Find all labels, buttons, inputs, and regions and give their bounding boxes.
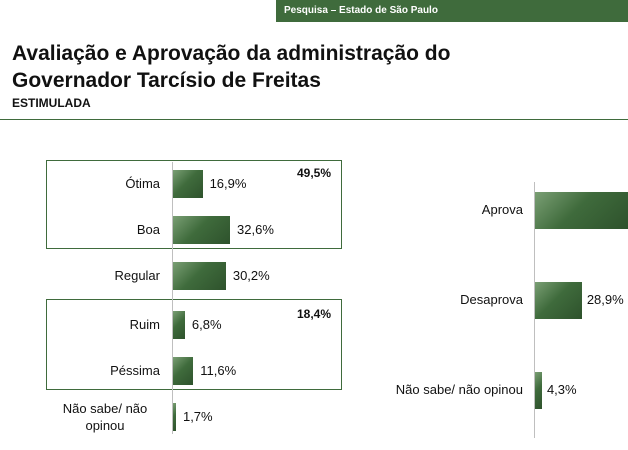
data-label: 4,3% bbox=[546, 382, 577, 397]
category-label: Não sabe/ não opinou bbox=[395, 382, 523, 397]
category-label: Regular bbox=[114, 268, 160, 283]
positive-group-total: 49,5% bbox=[297, 166, 332, 180]
category-label: Péssima bbox=[110, 363, 160, 378]
data-bar bbox=[173, 311, 185, 339]
category-label: Boa bbox=[136, 222, 160, 237]
data-bar bbox=[173, 170, 203, 198]
data-label: 30,2% bbox=[232, 268, 270, 283]
survey-banner: Pesquisa – Estado de São Paulo bbox=[276, 0, 628, 22]
data-label: 32,6% bbox=[237, 222, 274, 237]
data-label: 1,7% bbox=[182, 409, 213, 424]
negative-group-total: 18,4% bbox=[297, 307, 332, 321]
data-bar bbox=[173, 403, 176, 431]
data-label: 11,6% bbox=[200, 363, 237, 378]
page-subtitle: ESTIMULADA bbox=[12, 96, 91, 110]
positive-group-box bbox=[46, 160, 342, 249]
left-chart-axis bbox=[172, 162, 173, 434]
category-label: Aprova bbox=[481, 202, 523, 217]
negative-group-box bbox=[46, 299, 342, 390]
data-label: 28,9% bbox=[586, 292, 624, 307]
right-chart-axis bbox=[534, 182, 535, 438]
data-bar bbox=[173, 216, 231, 244]
data-bar bbox=[535, 371, 542, 409]
data-bar bbox=[535, 281, 582, 319]
data-label: 6,8% bbox=[191, 317, 222, 332]
data-bar bbox=[535, 191, 628, 229]
page-title: Avaliação e Aprovação da administração d… bbox=[12, 42, 451, 92]
data-bar bbox=[173, 262, 226, 290]
category-label: Ótima bbox=[125, 176, 160, 191]
data-label: 16,9% bbox=[209, 176, 247, 191]
data-bar bbox=[173, 357, 194, 385]
category-label: Ruim bbox=[129, 317, 160, 332]
category-label: Não sabe/ não opinou bbox=[62, 401, 148, 433]
title-divider bbox=[0, 119, 628, 120]
category-label: Desaprova bbox=[460, 292, 523, 307]
